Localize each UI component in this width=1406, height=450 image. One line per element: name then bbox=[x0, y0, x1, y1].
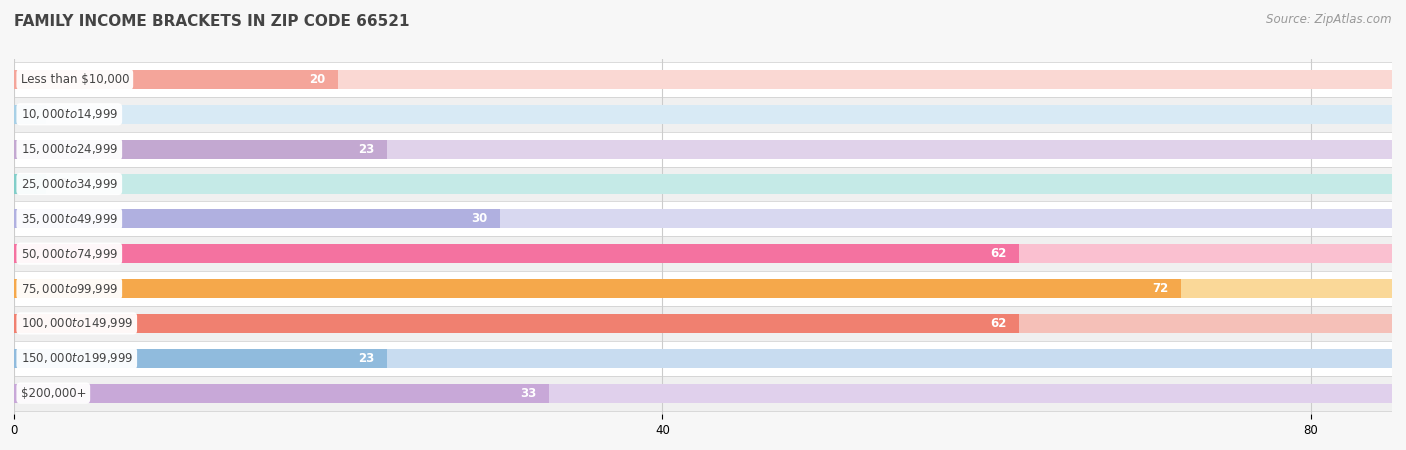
Text: 62: 62 bbox=[990, 317, 1007, 330]
Text: 2: 2 bbox=[59, 177, 67, 190]
Text: $35,000 to $49,999: $35,000 to $49,999 bbox=[21, 212, 118, 226]
Text: 30: 30 bbox=[471, 212, 488, 225]
Bar bbox=[14, 383, 548, 403]
Bar bbox=[14, 271, 1392, 306]
Text: $10,000 to $14,999: $10,000 to $14,999 bbox=[21, 107, 118, 121]
Bar bbox=[14, 236, 1392, 271]
Text: $15,000 to $24,999: $15,000 to $24,999 bbox=[21, 142, 118, 156]
Bar bbox=[14, 70, 339, 89]
Text: $50,000 to $74,999: $50,000 to $74,999 bbox=[21, 247, 118, 261]
Text: $200,000+: $200,000+ bbox=[21, 387, 86, 400]
Bar bbox=[14, 175, 46, 194]
Text: FAMILY INCOME BRACKETS IN ZIP CODE 66521: FAMILY INCOME BRACKETS IN ZIP CODE 66521 bbox=[14, 14, 409, 28]
Bar bbox=[14, 62, 1392, 97]
Bar bbox=[14, 314, 1392, 333]
Bar bbox=[14, 140, 387, 159]
Bar bbox=[14, 166, 1392, 202]
Bar bbox=[14, 314, 1019, 333]
Bar bbox=[14, 349, 1392, 368]
Bar bbox=[14, 279, 1181, 298]
Bar bbox=[14, 70, 1392, 89]
Bar bbox=[14, 209, 1392, 229]
Bar bbox=[14, 132, 1392, 166]
Text: 33: 33 bbox=[520, 387, 536, 400]
Text: 2: 2 bbox=[59, 108, 67, 121]
Text: $75,000 to $99,999: $75,000 to $99,999 bbox=[21, 282, 118, 296]
Bar bbox=[14, 244, 1019, 263]
Bar bbox=[14, 105, 1392, 124]
Bar bbox=[14, 105, 46, 124]
Bar bbox=[14, 97, 1392, 132]
Text: 23: 23 bbox=[357, 352, 374, 365]
Bar bbox=[14, 279, 1392, 298]
Text: $150,000 to $199,999: $150,000 to $199,999 bbox=[21, 351, 134, 365]
Bar bbox=[14, 175, 1392, 194]
Bar bbox=[14, 349, 387, 368]
Bar bbox=[14, 244, 1392, 263]
Text: Less than $10,000: Less than $10,000 bbox=[21, 73, 129, 86]
Bar bbox=[14, 140, 1392, 159]
Text: $100,000 to $149,999: $100,000 to $149,999 bbox=[21, 316, 134, 330]
Bar bbox=[14, 209, 501, 229]
Text: Source: ZipAtlas.com: Source: ZipAtlas.com bbox=[1267, 14, 1392, 27]
Bar bbox=[14, 202, 1392, 236]
Text: 23: 23 bbox=[357, 143, 374, 156]
Bar bbox=[14, 383, 1392, 403]
Bar bbox=[14, 341, 1392, 376]
Text: 62: 62 bbox=[990, 247, 1007, 260]
Text: $25,000 to $34,999: $25,000 to $34,999 bbox=[21, 177, 118, 191]
Text: 72: 72 bbox=[1152, 282, 1168, 295]
Bar bbox=[14, 376, 1392, 410]
Text: 20: 20 bbox=[309, 73, 325, 86]
Bar bbox=[14, 306, 1392, 341]
